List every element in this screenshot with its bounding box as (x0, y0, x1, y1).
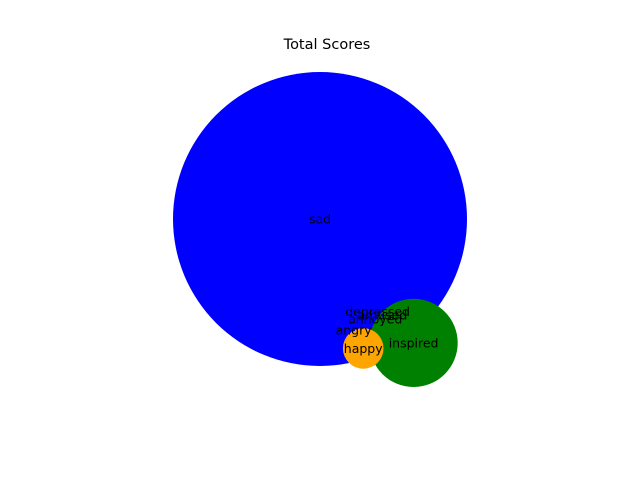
bubble-label-angry: angry (336, 322, 373, 337)
chart-title: Total Scores (283, 37, 371, 53)
bubble-annoyed (373, 317, 377, 321)
bubble-labels-layer: sad inspired happy depressedamusedannoyedan… (309, 212, 439, 356)
bubble-label-annoyed: annoyed (348, 311, 402, 326)
bubble-sad (173, 72, 467, 366)
bubble-label-depressed: depressed (345, 304, 410, 319)
bubble-happy (342, 328, 384, 369)
bubble-label-amused: amused (357, 308, 407, 323)
bubble-angry (352, 328, 356, 332)
bubble-amused (380, 313, 384, 317)
bubble-label-happy: happy (344, 341, 383, 356)
bubble-label-inspired: inspired (389, 335, 439, 350)
bubble-label-sad: sad (309, 212, 331, 227)
bubbles-layer (173, 72, 467, 387)
bubble-depressed (376, 309, 380, 313)
bubble-inspired (369, 298, 458, 387)
